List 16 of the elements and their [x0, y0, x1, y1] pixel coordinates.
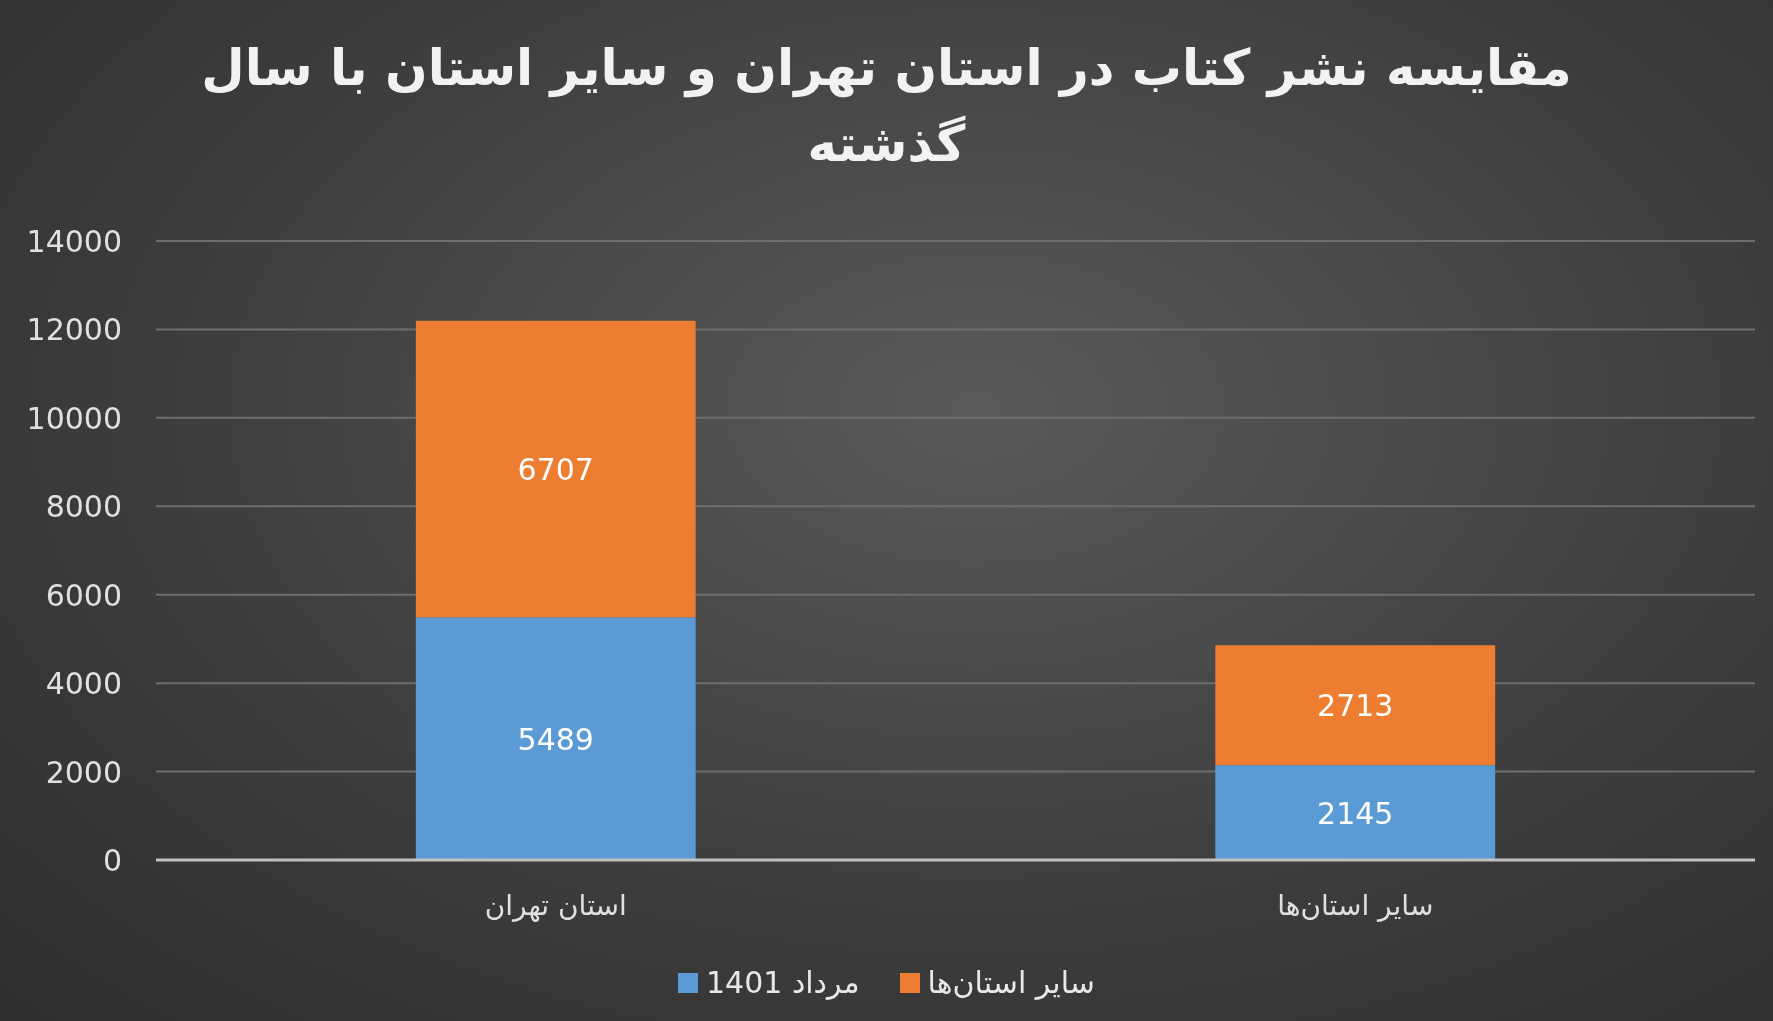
legend-label: مرداد 1401	[706, 965, 860, 1000]
chart-title: مقایسه نشر کتاب در استان تهران و سایر استان با سال گذشته	[200, 38, 1573, 175]
data-label: 5489	[517, 721, 594, 757]
y-tick-label: 8000	[45, 489, 122, 525]
y-tick-label: 4000	[45, 666, 122, 702]
y-tick-label: 10000	[26, 400, 122, 436]
data-label: 2145	[1317, 795, 1394, 831]
y-tick-label: 14000	[26, 224, 122, 259]
x-tick-label: استان تهران	[484, 889, 627, 922]
y-tick-label: 6000	[45, 577, 122, 613]
y-tick-label: 0	[102, 843, 122, 878]
y-tick-label: 12000	[26, 312, 122, 348]
data-label: 2713	[1317, 688, 1394, 724]
data-label: 6707	[517, 452, 594, 488]
y-tick-label: 2000	[45, 754, 122, 790]
legend-label: سایر استان‌ها	[927, 965, 1095, 1000]
